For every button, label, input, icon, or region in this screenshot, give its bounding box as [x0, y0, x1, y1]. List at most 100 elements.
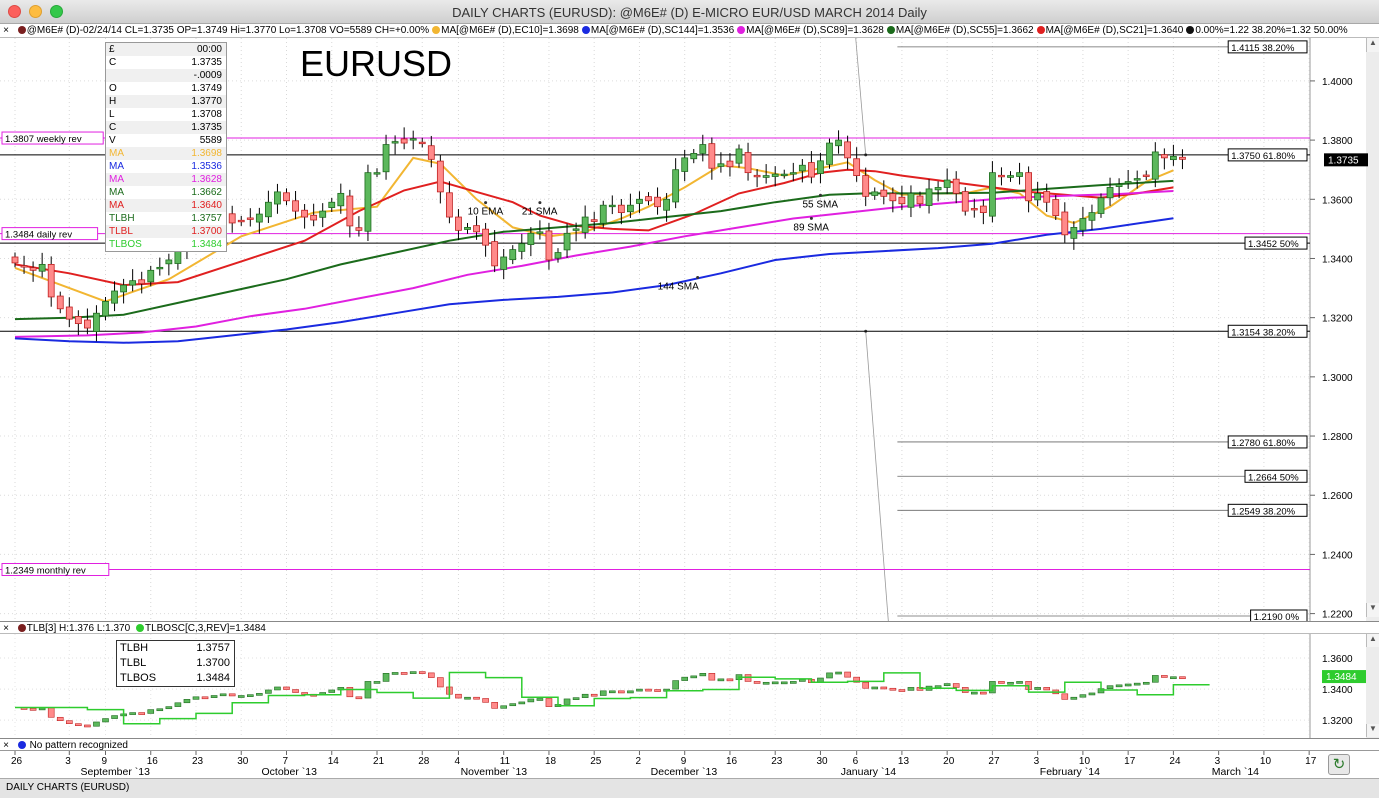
candle-body	[111, 290, 118, 304]
data-window-value: 1.3698	[191, 148, 222, 159]
candle	[500, 249, 508, 280]
tlb-brick	[826, 672, 833, 679]
candle	[319, 203, 327, 228]
candle-body	[1133, 178, 1141, 181]
candle-body	[862, 175, 870, 197]
tlb-brick	[75, 723, 82, 726]
minimize-window-button[interactable]	[29, 5, 42, 18]
osc-scroll-up-arrow-icon[interactable]: ▲	[1366, 634, 1379, 647]
tlb-brick	[699, 673, 707, 677]
tlb-brick	[165, 706, 173, 710]
price-tick-label: 1.3600	[1322, 195, 1353, 206]
osc-scroll-down-arrow-icon[interactable]: ▼	[1366, 724, 1379, 737]
candle	[138, 271, 146, 294]
candle-body	[364, 172, 372, 232]
candle-body	[636, 198, 643, 204]
fib-connector-line	[855, 38, 867, 155]
candle	[56, 291, 64, 314]
date-tick-label: 4	[454, 756, 460, 767]
tlb-brick	[473, 696, 480, 700]
zoom-window-button[interactable]	[50, 5, 63, 18]
close-window-button[interactable]	[8, 5, 21, 18]
candle-body	[274, 191, 281, 205]
candle-body	[65, 306, 73, 320]
status-bar: DAILY CHARTS (EURUSD)	[0, 778, 1379, 798]
candle	[518, 233, 526, 260]
candle	[301, 204, 309, 229]
candle-body	[989, 172, 996, 217]
tlb-brick	[1088, 692, 1096, 696]
close-pattern-icon[interactable]: ×	[3, 740, 9, 751]
candle	[20, 255, 28, 274]
candle-body	[93, 312, 100, 332]
candle-body	[1052, 199, 1060, 216]
oscillator-axis-area	[1310, 634, 1366, 738]
tlb-brick	[572, 697, 580, 700]
candle	[29, 261, 37, 282]
month-label: March `14	[1212, 766, 1259, 778]
oscillator-data-row: TLBH 1.3757	[117, 641, 234, 656]
candle	[237, 215, 245, 226]
tlb-brick	[283, 686, 290, 690]
level-label-box	[1, 563, 110, 577]
pattern-bar: × No pattern recognized	[0, 738, 1379, 751]
fib-label-box	[1227, 503, 1308, 517]
candle	[246, 208, 254, 227]
data-window-value: 1.3484	[191, 239, 222, 250]
month-label: November `13	[461, 766, 528, 778]
data-window-value: 1.3628	[191, 174, 222, 185]
month-label: September `13	[81, 766, 151, 778]
candle-body	[355, 227, 363, 231]
ma-line-21-sma	[14, 168, 1174, 287]
candle	[862, 167, 870, 207]
tlb-brick	[681, 676, 689, 681]
scroll-up-arrow-icon[interactable]: ▲	[1366, 38, 1379, 52]
price-axis-area	[1310, 38, 1366, 621]
tlb-brick	[355, 696, 363, 700]
candle-body	[391, 141, 399, 144]
data-window-value: 1.3749	[191, 83, 222, 94]
candle	[491, 230, 499, 273]
candle	[102, 296, 109, 321]
candle-body	[690, 153, 698, 160]
candle-body	[762, 175, 770, 178]
candle	[84, 308, 91, 335]
scroll-down-arrow-icon[interactable]: ▼	[1366, 603, 1379, 617]
data-window-row: H 1.3770	[106, 95, 226, 108]
tlb-brick	[482, 698, 489, 703]
close-legend-icon[interactable]: ×	[3, 25, 9, 36]
tlb-brick	[1007, 681, 1014, 685]
candle	[889, 187, 897, 213]
candle-body	[563, 232, 571, 251]
data-window-row: O 1.3749	[106, 82, 226, 95]
data-window-key: TLBL	[109, 226, 133, 237]
tlb-brick	[129, 712, 136, 715]
candle-body	[708, 143, 716, 169]
tlb-brick	[1106, 685, 1114, 689]
candle-body	[1034, 192, 1042, 201]
candle	[473, 215, 480, 240]
candle	[934, 181, 942, 202]
candle	[264, 190, 272, 223]
candle	[536, 220, 544, 240]
blue-circle-icon	[17, 741, 26, 749]
candle-body	[473, 225, 480, 233]
refresh-button[interactable]: ↻	[1328, 754, 1350, 775]
candle-body	[744, 152, 752, 174]
price-tick-label: 1.3400	[1322, 254, 1353, 265]
candle-body	[1106, 187, 1114, 199]
candle-body	[599, 204, 607, 224]
candle-body	[572, 228, 580, 231]
candle-body	[871, 191, 879, 196]
close-oscillator-icon[interactable]: ×	[3, 623, 9, 634]
candle-body	[590, 219, 598, 222]
month-label: October `13	[262, 766, 318, 778]
level-label-box	[1244, 236, 1308, 250]
tlbosc-series-dot-icon	[135, 624, 144, 632]
legend-series-dot-icon	[737, 26, 746, 34]
data-window-row: TLBL 1.3700	[106, 225, 226, 238]
candle-body	[1070, 227, 1078, 239]
tlb-legend-text: TLB[3] H:1.376 L:1.370	[26, 623, 131, 634]
tlb-brick	[708, 673, 716, 681]
candle	[509, 245, 517, 265]
